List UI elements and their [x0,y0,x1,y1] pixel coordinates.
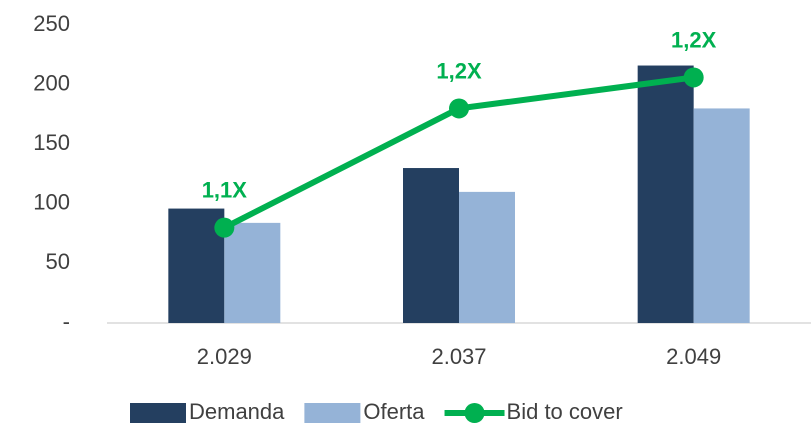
bar [403,168,459,323]
y-tick-label: - [63,309,70,334]
line-marker [449,98,469,119]
legend-label: Oferta [363,399,425,424]
legend-marker [464,403,485,423]
legend-swatch [304,403,361,423]
data-label: 1,2X [671,27,717,52]
y-tick-label: 50 [46,249,70,274]
line-marker [683,67,704,88]
bar [637,65,694,323]
x-tick-label: 2.029 [197,344,252,369]
data-label: 1,2X [436,58,482,83]
x-tick-label: 2.037 [431,344,486,369]
x-tick-label: 2.049 [666,344,721,369]
y-tick-label: 150 [33,130,70,155]
legend-swatch [130,403,186,423]
y-tick-label: 250 [33,11,70,36]
line-marker [214,217,235,238]
y-tick-label: 200 [33,70,70,95]
bar [224,222,281,323]
bar [459,191,515,323]
legend-label: Demanda [189,399,285,424]
y-tick-label: 100 [33,190,70,215]
data-label: 1,1X [202,177,248,202]
legend-label: Bid to cover [507,399,623,424]
bar [693,108,750,323]
